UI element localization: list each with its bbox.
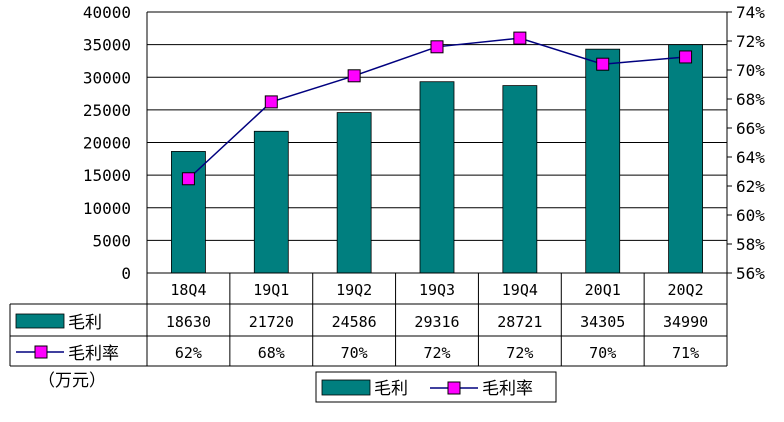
margin-point: [347, 69, 361, 83]
category-label: 20Q1: [585, 281, 621, 299]
bar: [585, 48, 621, 274]
table-cell: 34990: [663, 313, 708, 331]
margin-point: [181, 172, 195, 186]
category-label: 19Q2: [336, 281, 372, 299]
right-tick-label: 68%: [736, 90, 765, 109]
left-tick-label: 20000: [83, 134, 131, 153]
right-tick-label: 64%: [736, 148, 765, 167]
right-tick-label: 62%: [736, 177, 765, 196]
table-cell: 29316: [414, 313, 459, 331]
bar: [171, 151, 206, 274]
category-label: 19Q1: [253, 281, 289, 299]
left-tick-label: 15000: [83, 166, 131, 185]
legend-label: 毛利: [374, 379, 408, 399]
bars: [171, 44, 703, 274]
data-table: 18Q4 19Q1 19Q2 19Q3 19Q4 20Q1 20Q2 18630 21720 24…: [9, 272, 728, 367]
bar: [502, 85, 538, 274]
right-axis: 56% 58% 60% 62% 64% 66% 68% 70% 72% 74%: [727, 3, 765, 283]
left-tick-label: 10000: [83, 199, 131, 218]
table-cell: 34305: [580, 313, 625, 331]
bar: [253, 130, 289, 274]
bar: [668, 44, 703, 274]
right-tick-label: 72%: [736, 32, 765, 51]
table-cell: 70%: [341, 344, 368, 362]
table-cell: 71%: [672, 344, 699, 362]
right-tick-label: 58%: [736, 235, 765, 254]
margin-point: [596, 57, 610, 71]
left-tick-label: 30000: [83, 68, 131, 87]
table-key-bar: [15, 313, 65, 329]
left-tick-label: 25000: [83, 101, 131, 120]
table-cell: 28721: [497, 313, 542, 331]
right-tick-label: 66%: [736, 119, 765, 138]
table-cell: 72%: [506, 344, 533, 362]
table-cell: 21720: [249, 313, 294, 331]
category-label: 19Q3: [419, 281, 455, 299]
right-tick-label: 70%: [736, 61, 765, 80]
table-cell: 18630: [166, 313, 211, 331]
legend-label: 毛利率: [482, 379, 533, 399]
left-tick-label: 35000: [83, 36, 131, 55]
table-cell: 68%: [258, 344, 285, 362]
bar: [419, 81, 455, 274]
table-key-marker: [34, 345, 48, 359]
table-row-label: 毛利率: [68, 344, 119, 364]
category-label: 20Q2: [668, 281, 704, 299]
table-cell: 70%: [589, 344, 616, 362]
table-cell: 24586: [332, 313, 377, 331]
bar: [336, 112, 372, 274]
right-tick-label: 60%: [736, 206, 765, 225]
category-label: 18Q4: [170, 281, 206, 299]
margin-point: [430, 40, 444, 54]
left-tick-label: 5000: [92, 231, 131, 250]
legend: 毛利 毛利率: [315, 371, 557, 403]
margin-line: [181, 31, 693, 186]
right-tick-label: 74%: [736, 3, 765, 22]
legend-key-bar: [321, 379, 371, 396]
margin-point: [679, 50, 693, 64]
left-tick-label: 40000: [83, 3, 131, 22]
margin-point: [264, 95, 278, 109]
category-label: 19Q4: [502, 281, 538, 299]
legend-key-marker: [447, 381, 461, 395]
table-cell: 62%: [175, 344, 202, 362]
table-cell: 72%: [423, 344, 450, 362]
margin-point: [513, 31, 527, 45]
right-tick-label: 56%: [736, 264, 765, 283]
table-row-label: 毛利: [68, 313, 102, 333]
left-tick-label: 0: [121, 264, 131, 283]
left-axis: 0 5000 10000 15000 20000 25000 30000 35000 40000: [83, 3, 131, 283]
unit-note: （万元）: [38, 371, 106, 391]
